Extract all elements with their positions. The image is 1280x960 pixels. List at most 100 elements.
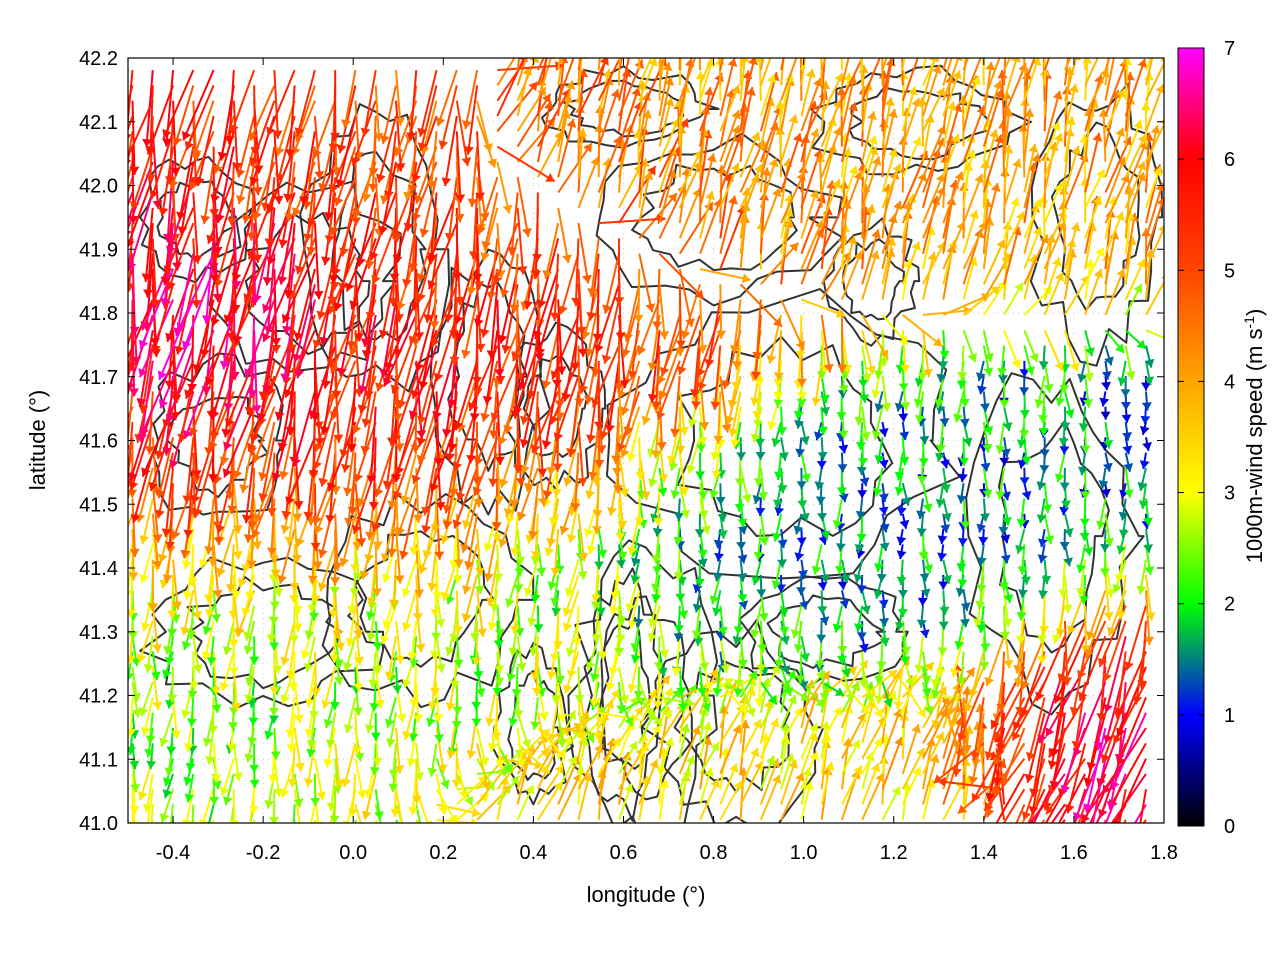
wind-arrow [1102,452,1113,472]
wind-arrow [757,620,768,653]
wind-arrow [958,437,969,466]
wind-arrow [341,743,357,788]
wind-arrow [469,605,480,642]
wind-arrow [942,103,963,163]
wind-arrow [1084,247,1105,285]
wind-arrow [210,131,235,204]
wind-arrow [272,70,283,139]
wind-arrow [1043,141,1059,193]
wind-arrow [1086,697,1107,771]
wind-arrow [614,330,625,392]
wind-arrow [1124,258,1146,301]
wind-arrow [385,712,397,748]
wind-arrow [128,391,134,451]
wind-arrow [177,161,195,236]
wind-arrow [476,115,497,168]
wind-arrow [584,498,600,538]
wind-arrow [241,161,256,224]
wind-arrow [901,681,927,719]
wind-arrow [837,452,848,473]
wind-arrow [699,741,720,775]
wind-arrow [213,222,235,288]
wind-arrow [922,708,948,760]
wind-arrow [346,284,357,350]
wind-arrow [625,574,641,613]
wind-arrow [658,62,673,117]
wind-arrow [1114,682,1127,763]
wind-arrow [1063,58,1072,71]
wind-arrow [570,299,581,372]
wind-arrow [820,761,835,805]
wind-arrow [326,299,337,368]
wind-arrow [128,115,134,133]
wind-arrow [759,73,777,117]
y-axis: 41.0 41.1 41.2 41.3 41.4 41.5 41.6 41.7 41.8 41.9… [79,48,1164,835]
wind-arrow [659,696,696,708]
wind-arrow [1058,559,1069,598]
wind-arrow [861,58,881,102]
wind-arrow [999,452,1010,466]
wind-arrow [1003,58,1021,101]
wind-arrow [162,773,174,799]
wind-arrow [128,299,137,371]
wind-arrow [415,360,427,439]
wind-arrow [140,697,154,736]
colorbar-title-main: 1000m-wind speed (m s [1242,329,1267,564]
wind-arrow [728,391,742,438]
wind-arrow [347,452,358,516]
wind-arrow [780,651,791,675]
wind-arrow [128,192,154,271]
wind-arrow [962,285,1001,316]
wind-arrow [916,605,927,628]
wind-arrow [752,482,763,505]
wind-arrow [129,146,154,211]
wind-arrow [547,697,560,743]
wind-arrow [800,636,810,662]
wind-arrow [881,708,903,759]
wind-arrow [512,406,523,474]
wind-arrow [658,76,675,132]
wind-arrow [249,743,260,773]
wind-arrow [329,804,337,823]
wind-arrow [293,727,305,772]
wind-arrow [533,268,560,340]
wind-arrow [313,819,316,823]
wind-arrow [919,559,930,582]
wind-arrow [699,636,710,671]
wind-arrow [780,666,793,697]
wind-arrow [998,559,1009,591]
wind-arrow [1055,590,1066,637]
wind-arrow [231,207,256,282]
wind-arrow [699,767,714,805]
wind-arrow [653,636,664,671]
wind-arrow [756,574,767,598]
wind-arrow [150,651,161,681]
wind-arrow [858,360,869,388]
wind-arrow [496,161,513,214]
wind-arrow [214,146,235,223]
wind-arrow [1122,421,1133,441]
wind-arrow [516,636,527,672]
wind-arrow [1077,804,1087,823]
wind-arrow [558,253,580,315]
wind-arrow [1145,58,1153,71]
wind-arrow [271,268,282,347]
wind-arrow [860,58,864,71]
wind-arrow [819,375,830,404]
wind-arrow [313,223,324,300]
wind-arrow [204,804,215,823]
wind-arrow [536,712,551,758]
wind-arrow [515,529,526,566]
wind-arrow [1064,743,1087,814]
wind-arrow [482,330,499,405]
wind-arrow [739,670,758,698]
wind-arrow [303,635,316,673]
wind-arrow [409,513,420,556]
wind-arrow [790,605,803,639]
wind-arrow [516,784,535,821]
wind-arrow [395,819,399,823]
wind-arrow [1063,145,1082,193]
wind-arrow [128,544,134,579]
wind-arrow [354,620,365,666]
wind-arrow [1023,108,1035,163]
